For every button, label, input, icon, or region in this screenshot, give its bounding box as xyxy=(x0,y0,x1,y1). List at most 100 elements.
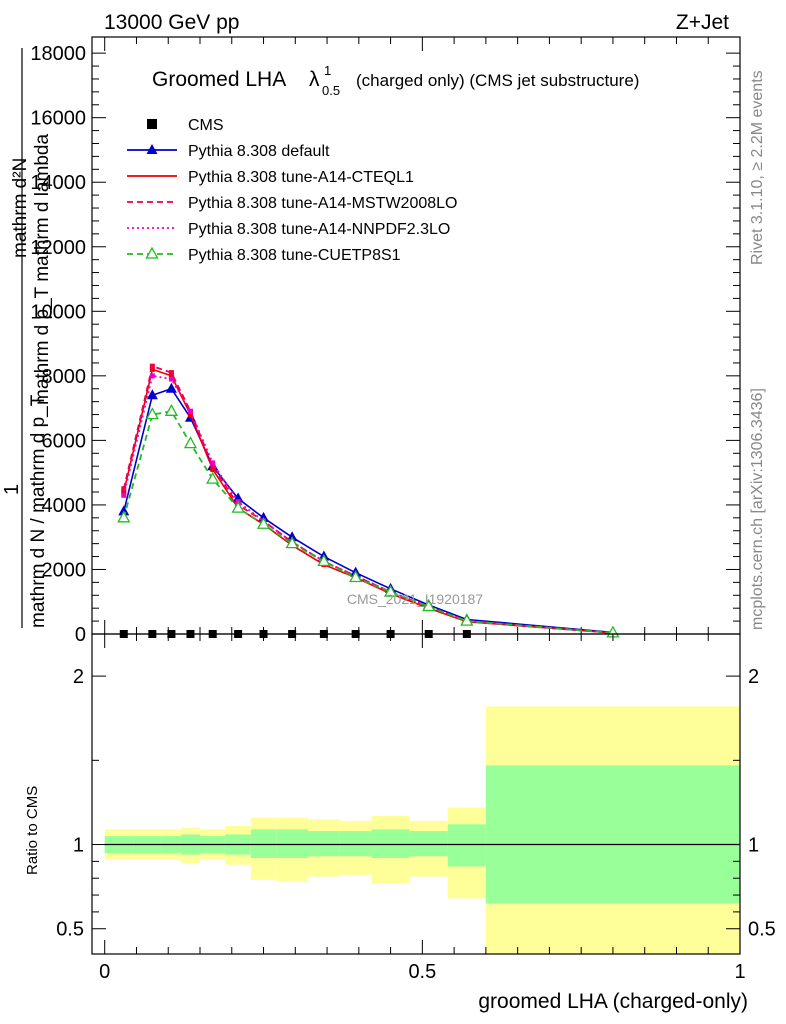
xtick-label: 0 xyxy=(99,961,110,983)
main-ytick-label: 14000 xyxy=(30,172,86,194)
main-y-axis-label: mathrm d²N mathrm d p_T mathrm d lambda … xyxy=(1,48,53,628)
legend-label: Pythia 8.308 default xyxy=(188,143,330,160)
ratio-stat-band xyxy=(339,831,372,857)
main-ytick-label: 16000 xyxy=(30,108,86,130)
data-point xyxy=(210,463,216,469)
data-point xyxy=(183,436,198,449)
ratio-stat-band xyxy=(250,829,277,858)
data-point xyxy=(121,489,127,495)
data-point xyxy=(349,570,363,583)
legend-label: Pythia 8.308 tune-CUETP8S1 xyxy=(188,247,401,264)
legend-label: Pythia 8.308 tune-A14-NNPDF2.3LO xyxy=(188,221,450,238)
ratio-y-axis: 0.5 0.5 1 1 2 2 xyxy=(56,666,776,941)
legend-entry: Pythia 8.308 tune-A14-MSTW2008LO xyxy=(127,195,457,212)
ratio-stat-band xyxy=(409,831,448,857)
series-line xyxy=(122,374,613,634)
data-point xyxy=(149,363,155,369)
main-y-axis: 0 2000 4000 6000 8000 10000 12000 14000 16000 180… xyxy=(30,43,740,646)
ratio-panel: 0.5 0.5 1 1 2 2 0 0.5 1 Ratio to CMS xyxy=(24,633,776,983)
data-point xyxy=(187,412,193,418)
title-lambda: λ xyxy=(309,68,320,91)
ratio-stat-band xyxy=(276,829,308,858)
series-line xyxy=(123,387,613,634)
ratio-ytick-label-left: 1 xyxy=(73,835,84,857)
data-point xyxy=(121,486,127,492)
rivet-version-label: Rivet 3.1.10, ≥ 2.2M events xyxy=(749,70,766,265)
ratio-ytick-label-right: 1 xyxy=(748,835,759,857)
ratio-frame xyxy=(91,633,741,955)
title-lambda-sub: 0.5 xyxy=(322,83,340,98)
data-point xyxy=(168,376,174,382)
data-point xyxy=(460,613,474,626)
data-point xyxy=(286,531,298,542)
data-point xyxy=(118,505,130,516)
main-ytick-label: 2000 xyxy=(42,559,87,581)
data-point xyxy=(168,373,174,379)
x-axis-label: groomed LHA (charged-only) xyxy=(478,990,748,1013)
data-point xyxy=(383,584,398,597)
xtick-label: 1 xyxy=(734,961,745,983)
main-ytick-label: 0 xyxy=(75,624,86,646)
data-point xyxy=(256,516,271,529)
ratio-ytick-label-right: 2 xyxy=(748,666,759,688)
main-panel: 0 2000 4000 6000 8000 10000 12000 14000 16000 180… xyxy=(30,36,741,646)
header-right-label: Z+Jet xyxy=(676,11,729,34)
ratio-stat-band xyxy=(485,765,740,904)
data-point xyxy=(317,554,331,567)
x-axis: 0 0.5 1 xyxy=(99,634,746,983)
title-lambda-sup: 1 xyxy=(324,63,331,78)
legend-marker xyxy=(145,246,159,259)
data-point xyxy=(146,389,158,400)
data-point xyxy=(210,460,216,466)
data-point xyxy=(168,370,174,376)
xtick-label: 0.5 xyxy=(408,961,436,983)
ylabel-one: 1 xyxy=(1,484,23,495)
title-rest: (charged only) (CMS jet substructure) xyxy=(356,71,639,90)
data-point xyxy=(422,599,436,612)
main-ytick-label: 8000 xyxy=(42,366,87,388)
legend-entry: Pythia 8.308 tune-A14-NNPDF2.3LO xyxy=(127,221,450,238)
ratio-stat-band xyxy=(308,831,340,857)
main-ytick-label: 18000 xyxy=(30,43,86,65)
main-ytick-label: 12000 xyxy=(30,237,86,259)
ylabel-numerator-bottom: mathrm d p_T mathrm d lambda xyxy=(32,134,53,405)
legend-label: Pythia 8.308 tune-A14-CTEQL1 xyxy=(188,169,414,186)
main-ytick-label: 6000 xyxy=(42,430,87,452)
legend: CMS Pythia 8.308 default Pythia 8.308 tune… xyxy=(127,117,457,264)
ratio-ytick-label-left: 2 xyxy=(73,666,84,688)
ratio-plot-area xyxy=(104,706,740,954)
data-point xyxy=(232,492,244,503)
ratio-stat-band xyxy=(371,829,410,858)
data-point xyxy=(165,382,177,393)
legend-entry: Pythia 8.308 default xyxy=(127,143,330,160)
main-ytick-label: 4000 xyxy=(42,495,87,517)
ylabel-denominator: mathrm d N / mathrm d p_T xyxy=(28,394,49,628)
series-line xyxy=(122,410,613,634)
legend-marker xyxy=(146,144,158,154)
main-ytick-label: 10000 xyxy=(30,301,86,323)
series-5 xyxy=(117,403,620,638)
ylabel-numerator-top: mathrm d²N xyxy=(10,158,31,258)
ratio-stat-band xyxy=(447,824,486,867)
data-point xyxy=(121,492,127,498)
legend-entry: Pythia 8.308 tune-CUETP8S1 xyxy=(127,246,401,264)
data-point xyxy=(117,510,131,523)
data-point xyxy=(231,500,245,513)
ratio-ytick-label-left: 0.5 xyxy=(56,919,84,941)
data-point xyxy=(285,536,299,549)
ratio-y-axis-label: Ratio to CMS xyxy=(24,786,41,875)
legend-label: Pythia 8.308 tune-A14-MSTW2008LO xyxy=(188,195,457,212)
data-point xyxy=(210,466,216,472)
chart-title: Groomed LHA λ 1 0.5 (charged only) (CMS … xyxy=(152,63,639,98)
legend-entry: Pythia 8.308 tune-A14-CTEQL1 xyxy=(127,169,414,186)
header-left-label: 13000 GeV pp xyxy=(104,11,239,34)
legend-entry: CMS xyxy=(147,117,224,134)
data-point xyxy=(164,403,179,416)
data-point xyxy=(145,407,159,420)
data-point xyxy=(187,408,193,414)
title-main: Groomed LHA xyxy=(152,68,286,91)
mcplots-label: mcplots.cern.ch [arXiv:1306.3436] xyxy=(749,388,766,630)
legend-marker xyxy=(147,119,157,129)
data-point xyxy=(149,373,155,379)
